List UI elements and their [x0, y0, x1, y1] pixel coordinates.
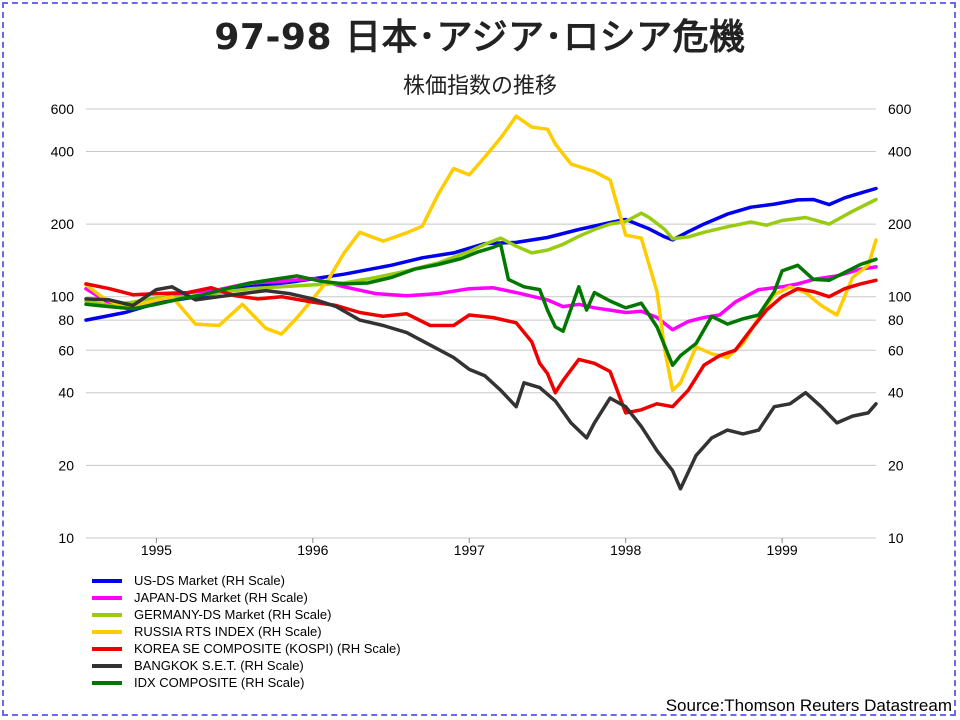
legend-swatch: [92, 629, 122, 634]
y-tick-label-right: 60: [888, 342, 904, 358]
y-tick-label-right: 600: [888, 101, 912, 117]
legend-item: JAPAN-DS Market (RH Scale): [92, 589, 401, 606]
legend-swatch: [92, 595, 122, 600]
y-tick-label-left: 600: [51, 101, 75, 117]
y-tick-label-left: 10: [58, 530, 74, 546]
x-tick-label: 1999: [767, 542, 798, 558]
y-tick-label-right: 100: [888, 289, 912, 305]
series-line-5: [84, 285, 878, 491]
x-tick-label: 1995: [141, 542, 172, 558]
chart-subtitle: 株価指数の推移: [402, 74, 557, 99]
legend-label: IDX COMPOSITE (RH Scale): [134, 675, 305, 690]
legend-label: RUSSIA RTS INDEX (RH Scale): [134, 624, 322, 639]
legend-swatch: [92, 646, 122, 651]
x-axis: 1995 1996 1997 1998 1999: [141, 538, 798, 558]
legend-item: KOREA SE COMPOSITE (KOSPI) (RH Scale): [92, 640, 401, 657]
y-tick-label-left: 400: [51, 143, 75, 159]
y-tick-label-right: 80: [888, 312, 904, 328]
x-tick-label: 1998: [610, 542, 641, 558]
y-tick-label-right: 40: [888, 385, 904, 401]
legend-item: IDX COMPOSITE (RH Scale): [92, 674, 401, 691]
legend-label: US-DS Market (RH Scale): [134, 573, 285, 588]
y-tick-label-left: 60: [58, 342, 74, 358]
legend-label: JAPAN-DS Market (RH Scale): [134, 590, 308, 605]
source-note: Source:Thomson Reuters Datastream: [665, 696, 952, 715]
y-tick-label-left: 80: [58, 312, 74, 328]
legend-item: RUSSIA RTS INDEX (RH Scale): [92, 623, 401, 640]
legend-swatch: [92, 680, 122, 685]
y-tick-label-left: 40: [58, 385, 74, 401]
legend: US-DS Market (RH Scale) JAPAN-DS Market (…: [92, 572, 401, 691]
series-line-3: [84, 114, 878, 392]
y-tick-label-right: 200: [888, 216, 912, 232]
y-tick-label-left: 100: [51, 289, 75, 305]
y-tick-label-right: 400: [888, 143, 912, 159]
legend-swatch: [92, 663, 122, 668]
legend-label: KOREA SE COMPOSITE (KOSPI) (RH Scale): [134, 641, 401, 656]
y-tick-label-right: 20: [888, 457, 904, 473]
y-tick-label-right: 10: [888, 530, 904, 546]
series-line-4: [84, 278, 878, 415]
legend-item: GERMANY-DS Market (RH Scale): [92, 606, 401, 623]
legend-swatch: [92, 578, 122, 583]
legend-item: BANGKOK S.E.T. (RH Scale): [92, 657, 401, 674]
series-line-6: [84, 242, 878, 368]
x-tick-label: 1997: [454, 542, 485, 558]
legend-label: BANGKOK S.E.T. (RH Scale): [134, 658, 304, 673]
x-tick-label: 1996: [297, 542, 328, 558]
legend-swatch: [92, 612, 122, 617]
y-axis-left: 10 20 40 60 80 100 200 400 600: [51, 101, 75, 546]
y-axis-right: 10 20 40 60 80 100 200 400 600: [888, 101, 912, 546]
y-tick-label-left: 200: [51, 216, 75, 232]
chart-title: 97-98 日本･アジア･ロシア危機: [214, 17, 746, 58]
legend-label: GERMANY-DS Market (RH Scale): [134, 607, 332, 622]
y-tick-label-left: 20: [58, 457, 74, 473]
legend-item: US-DS Market (RH Scale): [92, 572, 401, 589]
series-lines: [84, 114, 878, 491]
series-line-2: [84, 197, 878, 308]
